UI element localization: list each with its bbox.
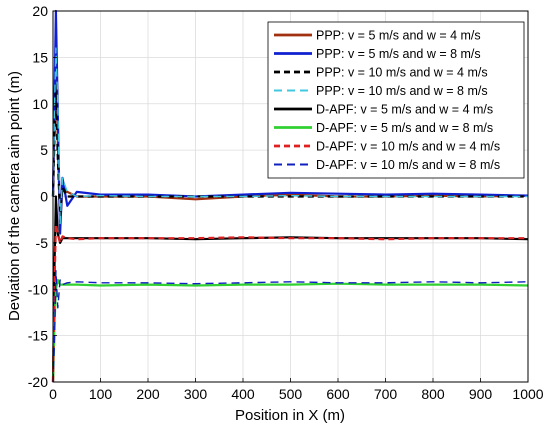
y-tick-label: 0	[40, 189, 48, 205]
x-tick-label: 700	[374, 386, 398, 402]
legend-label: PPP: v = 10 m/s and w = 4 m/s	[316, 66, 488, 80]
x-tick-label: 900	[469, 386, 493, 402]
y-tick-label: -20	[28, 374, 48, 390]
x-axis-label: Position in X (m)	[235, 407, 345, 424]
series-line-8	[52, 270, 529, 383]
legend-label: D-APF: v = 10 m/s and w = 4 m/s	[316, 140, 500, 154]
legend-label: PPP: v = 5 m/s and w = 4 m/s	[316, 29, 481, 43]
legend-label: D-APF: v = 10 m/s and w = 8 m/s	[316, 158, 500, 172]
x-tick-label: 200	[136, 386, 160, 402]
x-tick-label: 600	[326, 386, 350, 402]
x-tick-label: 0	[49, 386, 57, 402]
legend-label: PPP: v = 10 m/s and w = 8 m/s	[316, 84, 488, 98]
y-axis-label: Deviation of the camera aim point (m)	[6, 71, 23, 321]
series-line-3	[51, 84, 528, 217]
x-axis-ticks: 0 100 200 300 400 500 600 700 800 900 1000	[49, 378, 544, 402]
y-tick-label: -5	[36, 235, 49, 251]
x-tick-label: 800	[421, 386, 445, 402]
x-tick-label: 100	[89, 386, 113, 402]
legend-label: PPP: v = 5 m/s and w = 8 m/s	[316, 47, 481, 61]
legend-box	[267, 21, 525, 179]
legend: PPP: v = 5 m/s and w = 4 m/s PPP: v = 5 m…	[267, 21, 525, 179]
series-layer	[51, 9, 529, 383]
series-line-4	[52, 47, 528, 226]
x-tick-label: 500	[279, 386, 303, 402]
x-tick-label: 1000	[512, 386, 543, 402]
x-tick-label: 300	[184, 386, 208, 402]
y-tick-label: -10	[28, 281, 48, 297]
y-axis-ticks: -20 -15 -10 -5 0 5 10 15 20	[28, 3, 57, 390]
y-tick-label: 5	[40, 142, 48, 158]
y-tick-label: 20	[32, 3, 48, 19]
legend-label: D-APF: v = 5 m/s and w = 4 m/s	[316, 103, 493, 117]
series-line-6	[51, 278, 529, 383]
legend-label: D-APF: v = 5 m/s and w = 8 m/s	[316, 121, 493, 135]
y-tick-label: -15	[28, 328, 48, 344]
series-line-7	[51, 223, 528, 383]
y-tick-label: 10	[32, 96, 48, 112]
x-tick-label: 400	[231, 386, 255, 402]
y-tick-label: 15	[32, 49, 48, 65]
